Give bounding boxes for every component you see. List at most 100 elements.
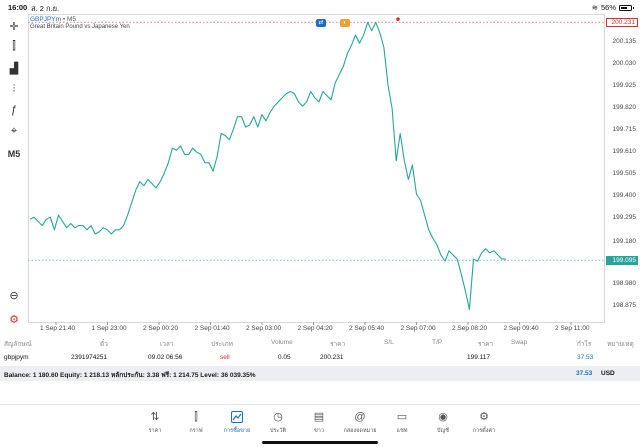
zoom-out-icon[interactable]: ⊖ — [9, 289, 19, 302]
row-price: 200.231 — [320, 354, 344, 361]
balance-total-profit: 37.53 — [576, 370, 593, 377]
y-tick-label: 199.400 — [612, 192, 637, 200]
x-tick-label: 2 Sep 05:40 — [349, 325, 385, 332]
y-tick-label: 199.925 — [612, 82, 637, 90]
trade-icon — [217, 409, 257, 425]
tab-trade[interactable]: การซื้อขาย — [217, 409, 257, 443]
row-profit: 37.53 — [577, 354, 594, 361]
balance-summary: Balance: 1 180.60 Equity: 1 218.13 หลักป… — [4, 372, 256, 379]
header-profit: กำไร — [577, 341, 592, 348]
chart-type-icon[interactable]: ▟ — [9, 62, 19, 75]
y-tick-label: 199.715 — [612, 126, 637, 134]
x-tick-label: 2 Sep 07:00 — [400, 325, 436, 332]
y-tick-label: 199.820 — [612, 104, 637, 112]
chart-symbol-label: GBPJPYm • M5 — [30, 16, 76, 23]
tab-label: ประวัติ — [269, 428, 287, 434]
tab-mailbox[interactable]: @ กล่องจดหมาย — [340, 409, 380, 443]
balance-bar: Balance: 1 180.60 Equity: 1 218.13 หลักป… — [0, 366, 640, 381]
price-line-series — [29, 21, 506, 310]
battery-icon — [619, 4, 634, 11]
battery-percent: 56% — [600, 3, 616, 12]
current-bid-label: 199.095 — [606, 256, 638, 266]
home-indicator — [262, 441, 378, 444]
status-bar: 16:00 ส. 2 ก.ย. ≋ 56% — [0, 0, 640, 14]
header-volume: Volume — [271, 339, 293, 346]
header-type: ประเภท — [211, 341, 233, 348]
row-volume: 0.05 — [278, 354, 291, 361]
y-tick-label: 200.030 — [612, 60, 637, 68]
header-comment: หมายเหตุ — [607, 341, 634, 348]
header-tp: T/P — [432, 339, 443, 346]
wifi-icon: ≋ — [591, 3, 598, 12]
x-tick-label: 2 Sep 04:20 — [297, 325, 333, 332]
history-icon: ◷ — [273, 411, 283, 423]
plot-frame — [28, 14, 605, 323]
row-current-price: 199.117 — [467, 354, 491, 361]
y-tick-label: 199.295 — [612, 214, 637, 222]
tab-label: ราคา — [148, 428, 162, 434]
x-tick-label: 1 Sep 21:40 — [40, 325, 76, 332]
x-tick-label: 2 Sep 09:40 — [503, 325, 539, 332]
tab-charts[interactable]: ⫿ กราฟ — [176, 409, 216, 443]
mailbox-icon: @ — [354, 411, 366, 423]
tab-chat[interactable]: ▭ แชท — [382, 409, 422, 443]
header-ticket: ตั๋ว — [100, 341, 108, 348]
header-price: ราคา — [330, 341, 346, 348]
x-tick-label: 2 Sep 03:00 — [246, 325, 282, 332]
y-tick-label: 199.610 — [612, 148, 637, 156]
tab-settings[interactable]: ⚙ การตั้งค่า — [464, 409, 504, 443]
header-time: เวลา — [160, 341, 174, 348]
news-icon: ▤ — [313, 411, 325, 423]
header-symbol: สัญลักษณ์ — [4, 341, 32, 348]
tab-label: แชท — [396, 428, 408, 434]
timeframe-button[interactable]: M5 — [7, 149, 21, 159]
y-tick-label: 199.505 — [612, 170, 637, 178]
tab-accounts[interactable]: ◉ บัญชี — [423, 409, 463, 443]
y-tick-label: 199.180 — [612, 238, 637, 246]
quotes-icon: ⇅ — [150, 411, 160, 423]
y-tick-label: 200.231 — [606, 18, 638, 28]
chart-separator: • — [62, 16, 66, 23]
signal-icon[interactable]: ◐ — [340, 19, 350, 27]
indicators-icon[interactable]: ⫶ — [12, 82, 16, 95]
price-chart[interactable]: GBPJPYm • M5 Great Britain Pound vs Japa… — [28, 14, 640, 334]
status-time: 16:00 — [8, 3, 28, 12]
crosshair-icon[interactable]: ✛ — [9, 20, 19, 33]
chart-canvas[interactable] — [28, 14, 640, 334]
tab-quotes[interactable]: ⇅ ราคา — [135, 409, 175, 443]
settings-icon: ⚙ — [479, 411, 489, 423]
tab-label: บัญชี — [437, 428, 449, 434]
header-current-price: ราคา — [478, 341, 494, 348]
tab-label: กล่องจดหมาย — [343, 428, 377, 434]
accounts-icon: ◉ — [438, 411, 448, 423]
tab-label: ข่าว — [314, 428, 324, 434]
trade-row[interactable]: gbpjpym 2391974251 09.02 06:56 sell 0.05… — [0, 351, 640, 365]
status-date: ส. 2 ก.ย. — [31, 4, 60, 13]
objects-icon[interactable]: ⌖ — [10, 124, 18, 137]
chart-timeframe: M5 — [66, 16, 76, 23]
header-swap: Swap — [511, 339, 528, 346]
charts-icon: ⫿ — [194, 411, 198, 423]
y-tick-label: 198.980 — [612, 280, 637, 288]
status-right: ≋ 56% — [591, 3, 634, 12]
balance-currency: USD — [601, 370, 615, 377]
bottom-tab-bar: ⇅ ราคา ⫿ กราฟ การซื้อขาย ◷ ประวัติ ▤ ข่า… — [0, 404, 640, 447]
one-click-trading-icon[interactable]: ⇄ — [316, 19, 326, 27]
candlestick-icon[interactable]: ⫿ — [12, 39, 16, 52]
y-tick-label: 200.135 — [612, 38, 637, 46]
tab-news[interactable]: ▤ ข่าว — [299, 409, 339, 443]
function-icon[interactable]: ƒ — [10, 104, 18, 116]
row-type: sell — [220, 354, 230, 361]
left-toolbar: ✛ ⫿ ▟ ⫶ ƒ ⌖ M5 ⊖ ⚙ — [0, 14, 28, 334]
y-tick-label: 198.875 — [612, 302, 637, 310]
tab-history[interactable]: ◷ ประวัติ — [258, 409, 298, 443]
x-tick-label: 2 Sep 00:20 — [143, 325, 179, 332]
trade-table: สัญลักษณ์ ตั๋ว เวลา ประเภท Volume ราคา S… — [0, 334, 640, 384]
tab-label: กราฟ — [189, 428, 203, 434]
x-tick-label: 1 Sep 23:00 — [91, 325, 127, 332]
x-tick-label: 2 Sep 11:00 — [555, 325, 590, 332]
chart-settings-icon[interactable]: ⚙ — [9, 313, 19, 326]
tab-label: การซื้อขาย — [223, 428, 251, 434]
tab-label: การตั้งค่า — [472, 428, 496, 434]
